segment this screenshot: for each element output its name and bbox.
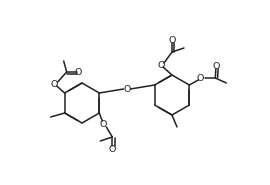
Text: O: O — [75, 68, 82, 77]
Text: O: O — [109, 144, 116, 154]
Text: O: O — [51, 80, 58, 88]
Text: O: O — [158, 60, 165, 70]
Text: O: O — [123, 85, 131, 93]
Text: O: O — [168, 36, 176, 45]
Text: O: O — [213, 61, 220, 70]
Text: O: O — [100, 120, 107, 129]
Text: O: O — [197, 73, 204, 83]
